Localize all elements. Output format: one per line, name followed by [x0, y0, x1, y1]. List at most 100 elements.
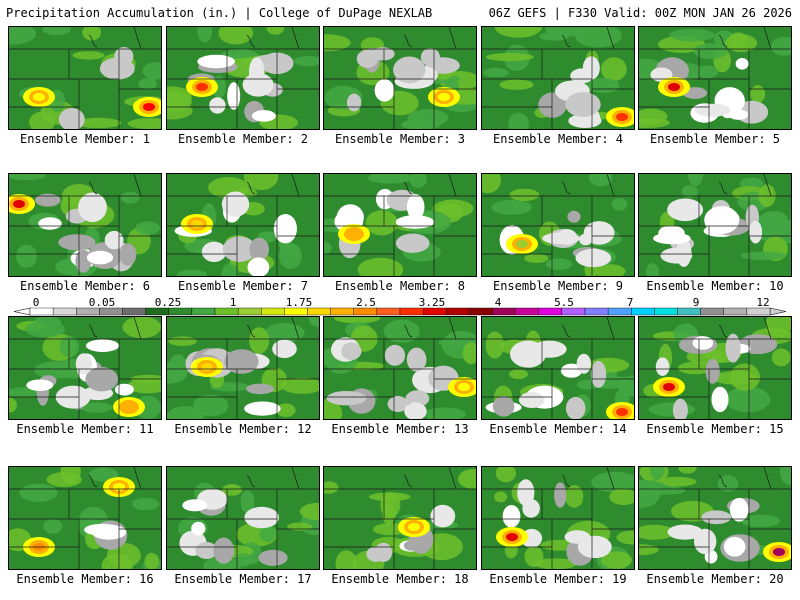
- precip-contour: [539, 32, 569, 41]
- dry-region: [532, 340, 567, 358]
- precip-contour: [750, 85, 766, 104]
- ensemble-map-panel: [166, 173, 320, 277]
- precip-contour: [266, 27, 285, 35]
- ensemble-map-panel: [638, 316, 792, 420]
- precip-contour: [383, 319, 420, 343]
- precip-contour: [287, 522, 313, 531]
- ensemble-map-panel: [166, 26, 320, 130]
- state-border: [246, 181, 256, 195]
- precip-contour: [324, 34, 351, 52]
- precip-contour: [308, 317, 319, 328]
- dry-region: [224, 349, 259, 374]
- colorbar-tick-label: 1: [229, 296, 237, 309]
- ensemble-map-panel: [481, 26, 635, 130]
- state-border: [88, 324, 98, 338]
- precip-map: [639, 317, 791, 419]
- precip-contour: [524, 546, 544, 567]
- state-border: [606, 467, 615, 490]
- state-border: [88, 474, 98, 488]
- dry-region: [517, 479, 535, 507]
- dry-region: [244, 506, 279, 529]
- precip-contour: [88, 467, 119, 482]
- colorbar-end-triangle: [769, 307, 787, 316]
- precip-contour: [235, 553, 252, 567]
- dry-region: [346, 93, 362, 112]
- dry-region: [86, 250, 114, 265]
- dry-region: [244, 401, 281, 416]
- dry-region: [119, 243, 137, 266]
- precip-contour: [19, 483, 58, 502]
- colorbar-segment: [76, 307, 100, 316]
- precip-contour: [168, 336, 197, 346]
- precip-map: [167, 467, 319, 569]
- colorbar-segment: [330, 307, 354, 316]
- dry-region: [182, 499, 208, 512]
- precip-contour: [424, 407, 466, 419]
- colorbar-segment: [538, 307, 563, 316]
- dry-region: [209, 97, 226, 114]
- precip-map: [324, 467, 476, 569]
- precip-contour: [167, 101, 193, 120]
- ensemble-member-label: Ensemble Member: 3: [334, 132, 466, 146]
- state-border: [448, 317, 457, 340]
- state-border: [718, 474, 728, 488]
- precip-contour: [264, 323, 305, 343]
- dry-region: [568, 113, 602, 128]
- heavy-precip-area: [458, 383, 470, 391]
- dry-region: [195, 542, 218, 559]
- precip-contour: [650, 467, 665, 481]
- dry-region: [565, 92, 601, 117]
- dry-region: [387, 396, 409, 412]
- state-border: [133, 317, 142, 340]
- precip-contour: [240, 490, 255, 514]
- ensemble-member-label: Ensemble Member: 16: [16, 572, 154, 586]
- dry-region: [430, 504, 456, 528]
- colorbar-tick-label: 12: [756, 296, 770, 309]
- dry-region: [26, 379, 54, 391]
- precip-contour: [212, 75, 226, 99]
- precip-map: [324, 174, 476, 276]
- dry-region: [104, 230, 124, 250]
- precip-contour: [494, 27, 542, 38]
- dry-region: [247, 257, 270, 276]
- dry-region: [538, 92, 567, 118]
- dry-region: [75, 249, 92, 273]
- state-border: [448, 174, 457, 197]
- dry-region: [565, 396, 586, 419]
- precip-contour: [176, 269, 207, 276]
- dry-region: [213, 537, 235, 564]
- state-border: [291, 467, 300, 490]
- heavy-precip-area: [13, 200, 25, 208]
- precip-contour: [409, 174, 427, 188]
- dry-region: [672, 398, 688, 419]
- precip-contour: [639, 524, 675, 540]
- state-border: [403, 474, 413, 488]
- precip-contour: [221, 263, 239, 276]
- colorbar-segment: [584, 307, 609, 316]
- dry-region: [492, 396, 515, 417]
- precip-contour: [380, 492, 401, 518]
- colorbar-tick-label: 0: [32, 296, 40, 309]
- state-border: [448, 27, 457, 50]
- dry-region: [405, 390, 430, 407]
- heavy-precip-area: [33, 93, 45, 101]
- state-border: [606, 317, 615, 340]
- precip-contour: [617, 375, 634, 397]
- dry-region: [58, 234, 96, 251]
- precip-contour: [508, 112, 529, 129]
- precip-contour: [333, 317, 381, 324]
- state-border: [246, 34, 256, 48]
- precip-contour: [60, 467, 81, 485]
- dry-region: [403, 540, 420, 551]
- colorbar-segment: [607, 307, 632, 316]
- colorbar-segment: [446, 307, 470, 316]
- dry-region: [704, 206, 740, 235]
- precip-contour: [534, 558, 577, 569]
- colorbar-tick-label: 3.25: [418, 296, 446, 309]
- precip-contour: [120, 191, 140, 204]
- precip-contour: [586, 77, 620, 93]
- heavy-precip-area: [123, 403, 135, 411]
- precip-contour: [780, 467, 791, 486]
- precip-map: [9, 27, 161, 129]
- precip-contour: [59, 335, 80, 358]
